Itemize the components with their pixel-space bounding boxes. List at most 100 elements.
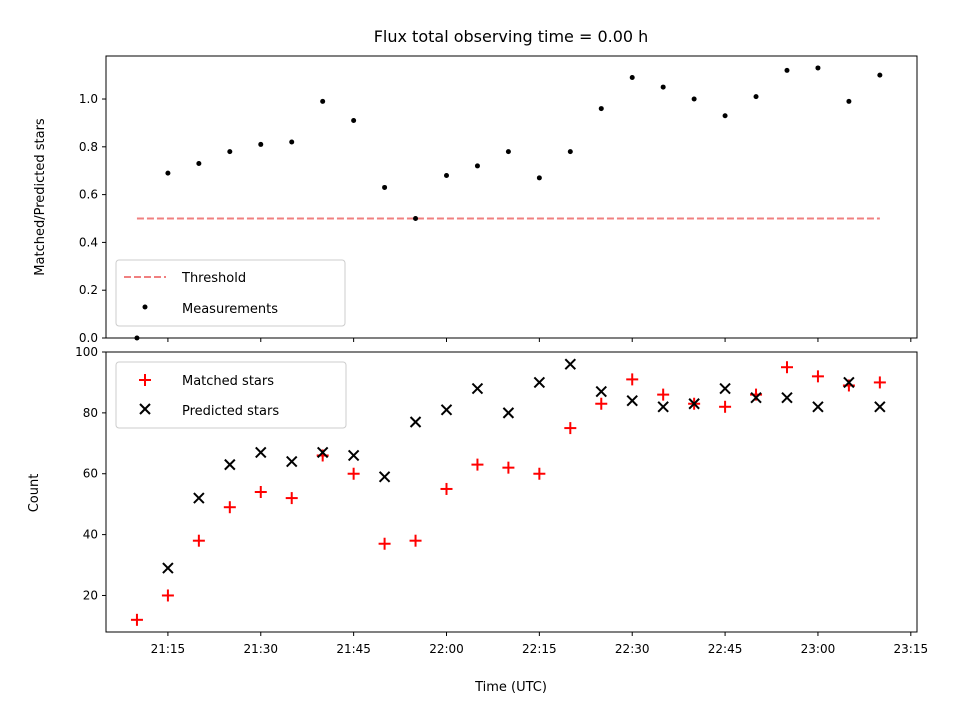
measurement-point (598, 106, 604, 112)
measurement-point (536, 175, 542, 181)
bottom-xtick-label: 22:15 (522, 642, 557, 656)
top-plot-frame (105, 55, 918, 339)
bottom-ytick-label: 20 (83, 588, 98, 602)
bottom-xtick-label: 23:15 (894, 642, 929, 656)
predicted-star-point (224, 458, 236, 471)
matched-star-point (595, 397, 608, 410)
top-legend: Threshold Measurements (115, 259, 346, 327)
bottom-xtick-label: 21:30 (243, 642, 278, 656)
predicted-star-point (688, 398, 700, 410)
measurement-point (815, 65, 821, 71)
bottom-xtick-label: 22:30 (615, 642, 650, 656)
matched-star-point (440, 482, 453, 495)
measurement-point (413, 216, 419, 222)
top-ylabel: Matched/Predicted stars (33, 118, 48, 276)
matched-star-point (811, 370, 824, 383)
predicted-star-point (626, 394, 638, 407)
measurement-point (660, 84, 666, 90)
measurement-point (474, 163, 480, 169)
measurement-point (196, 161, 202, 167)
bottom-xtick-label: 21:45 (336, 642, 371, 656)
predicted-star-point (255, 446, 267, 459)
measurement-point (722, 113, 728, 119)
matched-star-point (378, 537, 391, 550)
measurement-point (877, 72, 883, 78)
predicted-legend-label: Predicted stars (182, 404, 279, 419)
top-ytick-label: 0.6 (79, 188, 98, 202)
top-legend-box (115, 259, 346, 327)
measurement-point (567, 149, 573, 155)
matched-star-point (254, 486, 267, 498)
bottom-xlabel: Time (UTC) (474, 680, 547, 695)
measurement-point (691, 96, 697, 102)
bottom-ytick-label: 80 (83, 406, 98, 420)
bottom-xtick-label: 22:45 (708, 642, 743, 656)
bottom-legend-box (115, 361, 347, 429)
bottom-xtick-label: 23:00 (801, 642, 836, 656)
predicted-star-point (750, 391, 762, 404)
threshold-legend-label: Threshold (181, 271, 246, 286)
matched-legend-marker (139, 374, 151, 386)
bottom-ylabel: Count (27, 474, 42, 513)
top-ytick-label: 1.0 (79, 92, 98, 106)
matched-star-point (626, 373, 639, 386)
matched-star-point (471, 458, 484, 471)
matched-star-point (285, 492, 298, 505)
matched-star-point (657, 388, 670, 401)
matched-star-point (130, 613, 143, 626)
matched-star-point (223, 501, 236, 514)
predicted-star-point (874, 401, 886, 413)
top-ytick-label: 0.8 (79, 140, 98, 154)
predicted-star-point (533, 376, 546, 389)
predicted-star-point (347, 449, 360, 462)
measurement-point (320, 98, 326, 104)
predicted-star-point (471, 382, 484, 395)
predicted-star-point (781, 391, 793, 404)
predicted-star-point (564, 358, 577, 370)
predicted-star-point (440, 404, 453, 416)
matched-star-point (873, 376, 886, 389)
bottom-axes: 20 40 60 80 100 21:15 21:30 21:45 22:00 22:15 22:3… (75, 345, 928, 656)
predicted-star-point (162, 562, 174, 574)
predicted-star-point (657, 401, 669, 413)
predicted-star-point (378, 471, 391, 483)
top-axes: 0.0 0.2 0.4 0.6 0.8 1.0 (79, 55, 918, 345)
bottom-plot-frame (105, 351, 918, 633)
measurement-point (351, 118, 357, 124)
measurement-point (505, 149, 511, 155)
predicted-star-point (812, 401, 824, 413)
top-ytick-label: 0.0 (79, 331, 98, 345)
top-ytick-label: 0.2 (79, 283, 98, 297)
predicted-star-point (843, 376, 855, 389)
matched-star-point (780, 361, 793, 374)
measurement-point (846, 98, 852, 104)
measurement-point (753, 94, 759, 100)
matched-star-point (192, 534, 205, 547)
measurements-legend-marker (142, 304, 148, 310)
measurement-point (289, 139, 295, 145)
measurement-point (258, 141, 264, 147)
matched-star-point (347, 467, 360, 480)
predicted-legend-marker (139, 403, 151, 415)
bottom-ytick-label: 40 (83, 528, 98, 542)
predicted-star-point (719, 382, 731, 395)
bottom-xtick-label: 21:15 (151, 642, 186, 656)
bottom-xtick-label: 22:00 (429, 642, 464, 656)
bottom-ytick-label: 100 (75, 345, 98, 359)
measurement-point (443, 172, 449, 178)
matched-star-point (502, 461, 515, 474)
measurement-point (629, 75, 635, 81)
measurement-point (165, 170, 171, 176)
predicted-star-point (502, 407, 515, 419)
predicted-star-point (409, 416, 422, 428)
bottom-legend: Matched stars Predicted stars (115, 361, 347, 429)
matched-star-point (719, 400, 732, 413)
matched-star-point (409, 534, 422, 547)
measurement-point (784, 67, 790, 73)
predicted-star-point (595, 385, 607, 398)
chart-title: Flux total observing time = 0.00 h (374, 27, 649, 46)
measurement-point (227, 149, 233, 155)
matched-star-point (533, 467, 546, 480)
measurement-point (382, 184, 388, 190)
